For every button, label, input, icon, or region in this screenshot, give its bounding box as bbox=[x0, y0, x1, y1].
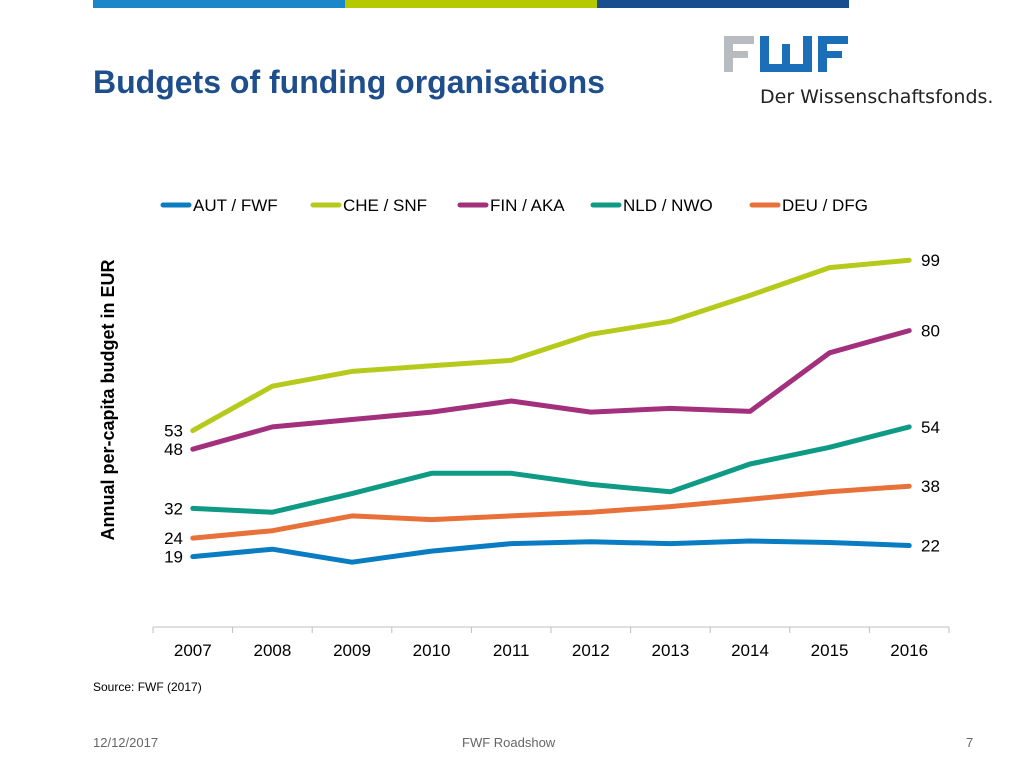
legend-entry: NLD / NWO bbox=[623, 196, 713, 215]
x-tick-label: 2010 bbox=[413, 641, 451, 660]
fwf-logo bbox=[724, 36, 848, 72]
series-start-label: 24 bbox=[164, 529, 183, 548]
x-tick-label: 2016 bbox=[890, 641, 928, 660]
series-end-label: 54 bbox=[921, 418, 940, 437]
x-tick-label: 2009 bbox=[333, 641, 371, 660]
logo-tagline: Der Wissenschaftsfonds. bbox=[760, 86, 994, 108]
top-accent-bar bbox=[93, 0, 849, 8]
x-tick-label: 2015 bbox=[811, 641, 849, 660]
y-axis-title: Annual per-capita budget in EUR bbox=[98, 259, 118, 540]
legend-entry: AUT / FWF bbox=[193, 196, 278, 215]
x-tick-label: 2007 bbox=[174, 641, 212, 660]
x-tick-label: 2013 bbox=[651, 641, 689, 660]
footer-date: 12/12/2017 bbox=[93, 735, 159, 750]
series-end-label: 22 bbox=[921, 536, 940, 555]
series-start-label: 48 bbox=[164, 440, 183, 459]
footer-presentation-name: FWF Roadshow bbox=[462, 735, 556, 750]
series-line bbox=[190, 257, 912, 434]
x-tick-label: 2011 bbox=[493, 641, 530, 660]
top-accent-segment-blue bbox=[93, 0, 345, 8]
series-line bbox=[190, 538, 912, 565]
x-tick-label: 2008 bbox=[253, 641, 291, 660]
slide-title: Budgets of funding organisations bbox=[93, 64, 605, 100]
series-line bbox=[190, 424, 912, 515]
series-start-label: 19 bbox=[164, 548, 183, 567]
x-tick-label: 2012 bbox=[572, 641, 610, 660]
legend-entry: FIN / AKA bbox=[490, 196, 565, 215]
series-end-label: 38 bbox=[921, 477, 940, 496]
footer-page-number: 7 bbox=[966, 735, 974, 750]
series-end-label: 80 bbox=[921, 322, 940, 341]
legend-entry: CHE / SNF bbox=[343, 196, 427, 215]
x-tick-label: 2014 bbox=[731, 641, 769, 660]
series-start-label: 32 bbox=[164, 499, 183, 518]
series-line bbox=[190, 328, 912, 452]
chart-source: Source: FWF (2017) bbox=[93, 680, 202, 694]
top-accent-segment-green bbox=[345, 0, 597, 8]
top-accent-segment-navy bbox=[597, 0, 849, 8]
series-line bbox=[190, 483, 912, 541]
legend-entry: DEU / DFG bbox=[782, 196, 868, 215]
series-start-label: 53 bbox=[164, 422, 183, 441]
series-end-label: 99 bbox=[921, 251, 940, 270]
